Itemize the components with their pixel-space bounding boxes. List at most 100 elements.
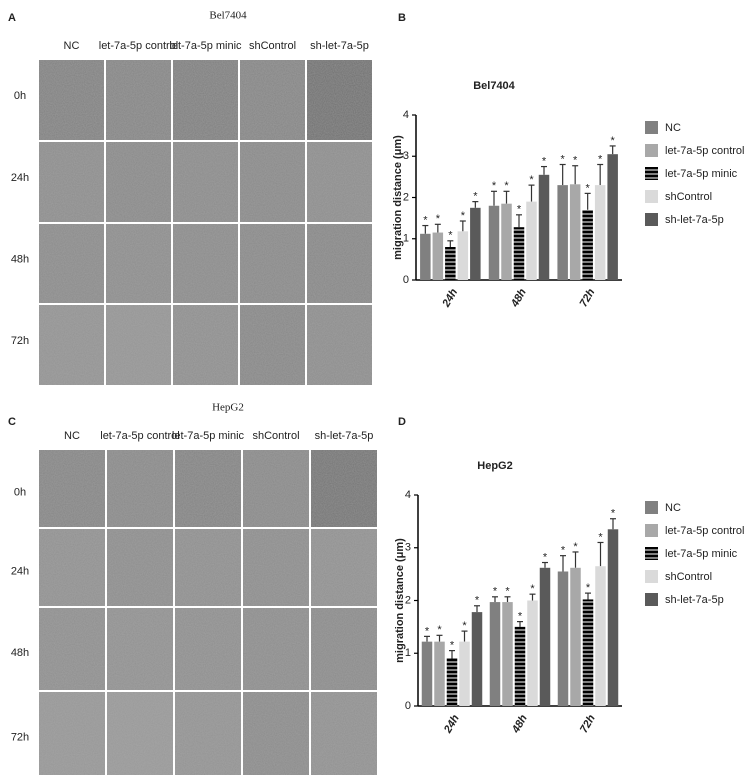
micrograph [240, 305, 305, 385]
panel-letter: C [8, 416, 16, 428]
bar [527, 600, 538, 706]
bar [557, 571, 569, 706]
legend-label: shControl [665, 571, 712, 583]
x-tick-label: 48h [508, 287, 529, 311]
y-axis-label: migration distance (μm) [392, 135, 404, 260]
legend-label: sh-let-7a-5p [665, 594, 724, 606]
micrograph [311, 692, 377, 775]
micrograph [175, 608, 241, 690]
y-tick-label: 1 [405, 647, 411, 659]
micrograph [311, 608, 377, 690]
legend-label: let-7a-5p control [665, 145, 745, 157]
column-label: let-7a-5p minic [169, 40, 242, 52]
column-label: let-7a-5p control [99, 40, 179, 52]
significance-mark: * [518, 611, 523, 623]
micrograph [39, 450, 105, 527]
legend-swatch [645, 524, 658, 537]
significance-mark: * [423, 214, 428, 226]
significance-mark: * [493, 586, 498, 598]
column-label: let-7a-5p control [100, 430, 180, 442]
bar [539, 567, 551, 706]
column-label: sh-let-7a-5p [315, 430, 374, 442]
micrograph [106, 305, 171, 385]
bar [502, 602, 513, 706]
bar [526, 201, 537, 280]
chart-title: Bel7404 [473, 80, 515, 92]
significance-mark: * [448, 230, 453, 242]
row-label: 72h [11, 732, 29, 744]
legend-swatch [645, 593, 658, 606]
legend-label: shControl [665, 191, 712, 203]
x-tick-label: 24h [440, 287, 461, 311]
significance-mark: * [504, 180, 509, 192]
panel-title: Bel7404 [209, 10, 247, 22]
bar [434, 641, 445, 706]
y-tick-label: 0 [403, 274, 409, 286]
significance-mark: * [573, 541, 578, 553]
micrograph [243, 529, 309, 606]
significance-mark: * [475, 595, 480, 607]
y-tick-label: 3 [403, 150, 409, 162]
y-tick-label: 2 [405, 594, 411, 606]
micrograph [106, 60, 171, 140]
bar [569, 184, 581, 280]
significance-mark: * [517, 204, 522, 216]
legend-swatch [645, 570, 658, 583]
micrograph [173, 224, 238, 303]
y-tick-label: 0 [405, 700, 411, 712]
row-label: 0h [14, 90, 26, 102]
significance-mark: * [586, 182, 591, 194]
column-label: let-7a-5p minic [172, 430, 245, 442]
significance-mark: * [436, 213, 441, 225]
x-tick-label: 48h [509, 713, 530, 737]
micrograph [106, 224, 171, 303]
bar [538, 174, 550, 280]
row-label: 48h [11, 647, 29, 659]
significance-mark: * [561, 153, 566, 165]
bar [513, 227, 525, 280]
legend-swatch [645, 121, 658, 134]
bar [607, 529, 619, 706]
significance-mark: * [462, 620, 467, 632]
bar [488, 205, 500, 280]
significance-mark: * [425, 625, 430, 637]
legend-swatch [645, 213, 658, 226]
micrograph [173, 305, 238, 385]
bar [470, 207, 481, 280]
y-tick-label: 4 [403, 109, 409, 121]
row-label: 24h [11, 565, 29, 577]
micrograph [39, 305, 104, 385]
bar [582, 599, 594, 706]
micrograph [175, 529, 241, 606]
x-tick-label: 72h [578, 287, 598, 310]
row-label: 72h [11, 335, 29, 347]
bar [445, 247, 456, 280]
micrograph [243, 450, 309, 527]
bar [582, 209, 593, 280]
bar [607, 154, 618, 280]
row-label: 24h [11, 172, 29, 184]
micrograph [39, 224, 104, 303]
legend-swatch [645, 190, 658, 203]
significance-mark: * [473, 191, 478, 203]
legend-swatch [645, 144, 658, 157]
panel-letter: A [8, 12, 16, 24]
micrograph [173, 60, 238, 140]
legend-label: sh-let-7a-5p [665, 214, 724, 226]
significance-mark: * [505, 586, 510, 598]
significance-mark: * [561, 545, 566, 557]
bar [421, 641, 433, 706]
panel-letter: D [398, 416, 406, 428]
micrograph [106, 142, 171, 222]
significance-mark: * [492, 180, 497, 192]
row-label: 48h [11, 253, 29, 265]
chart-title: HepG2 [477, 460, 512, 472]
micrograph [240, 142, 305, 222]
significance-mark: * [529, 174, 534, 186]
micrograph [107, 450, 173, 527]
micrograph [240, 60, 305, 140]
panel-letter: B [398, 12, 406, 24]
micrograph [307, 142, 372, 222]
micrograph [307, 224, 372, 303]
